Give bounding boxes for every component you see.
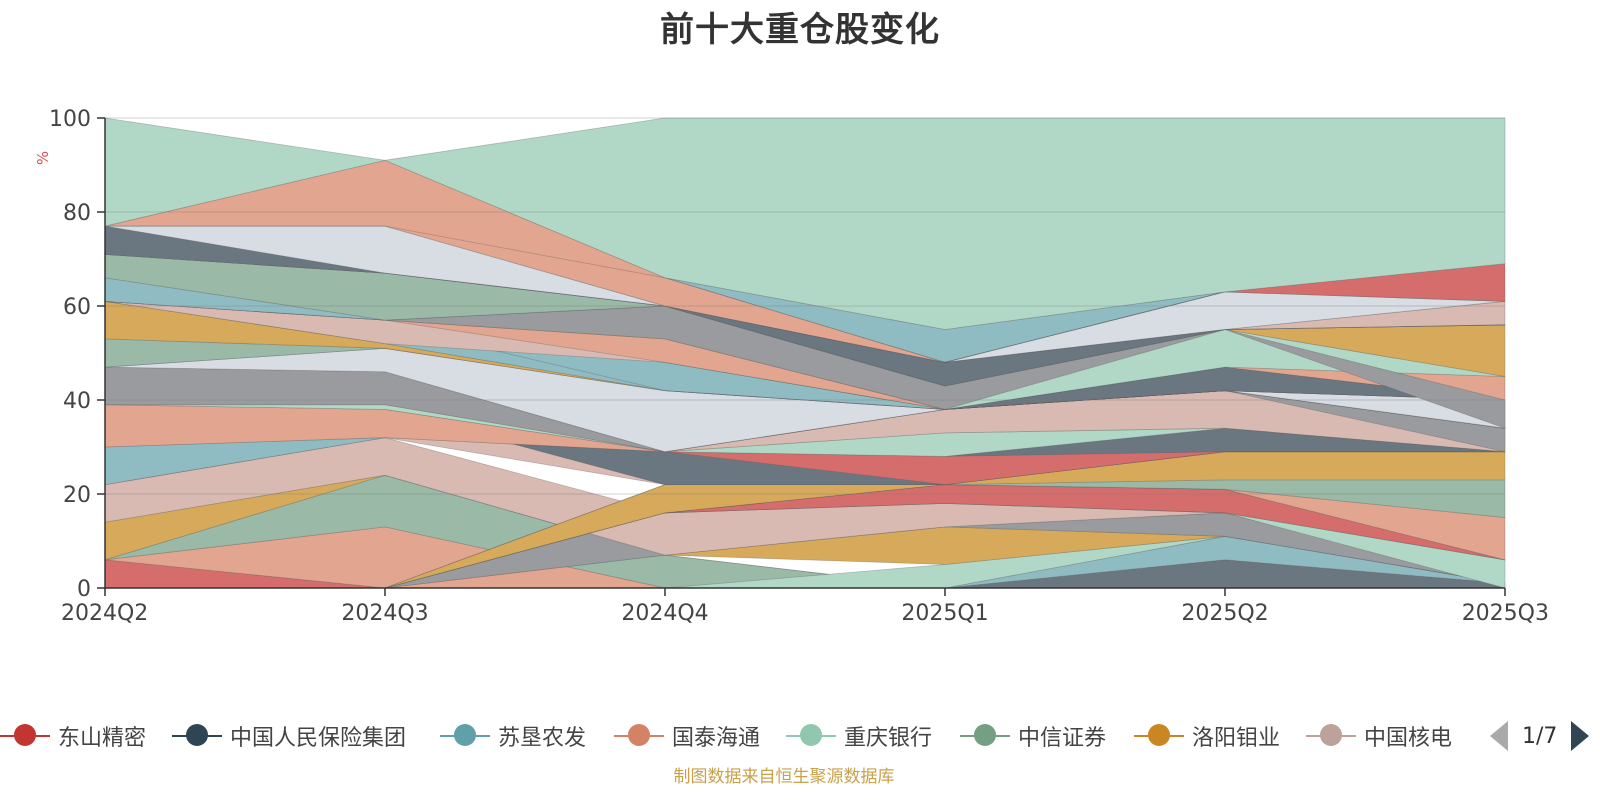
legend-next-page-icon[interactable] [1571,721,1590,751]
gridlines [105,117,1505,495]
y-tick-label: 100 [49,107,91,132]
legend-marker-icon [440,718,490,754]
legend-item[interactable]: 洛阳钼业 [1134,718,1280,754]
y-tick-label: 0 [77,577,91,602]
legend-item[interactable]: 重庆银行 [786,718,932,754]
area-bands [104,117,1506,589]
axes: 0 20 40 60 80 100 2024Q2 2024Q3 2024Q4 2025Q1 2025… [34,107,1549,626]
legend-item[interactable]: 国泰海通 [614,718,760,754]
legend-marker-icon [614,718,664,754]
x-tick-label: 2025Q1 [901,601,988,626]
legend: 东山精密 中国人民保险集团 苏垦农发 国泰海通 重庆银行 中信证券 洛阳钼业 中国核电 [0,718,1600,754]
legend-label: 重庆银行 [844,726,933,751]
area-band-49 [104,117,1506,330]
y-axis-label: % [34,151,52,165]
legend-label: 洛阳钼业 [1192,726,1281,751]
legend-pager: 1/7 [1490,718,1590,754]
legend-item[interactable]: 苏垦农发 [440,718,586,754]
legend-marker-icon [1134,718,1184,754]
legend-item[interactable]: 中国核电 [1306,718,1470,754]
y-tick-label: 60 [63,295,91,320]
legend-marker-icon [172,718,222,754]
area-band-48 [105,225,1506,363]
legend-label: 中国核电 [1364,726,1453,751]
area-band-25 [104,390,1506,453]
legend-label: 东山精密 [58,726,147,751]
legend-label: 中国人民保险集团 [230,726,407,751]
legend-item[interactable]: 中国人民保险集团 [172,718,406,754]
legend-label: 苏垦农发 [498,726,587,751]
area-band-39 [104,300,1506,429]
area-band-46 [104,225,1506,363]
legend-label: 中信证券 [1018,726,1107,751]
chart-title: 前十大重仓股变化 [660,10,940,50]
legend-marker-icon [786,718,836,754]
legend-marker-icon [0,718,50,754]
x-tick-label: 2025Q3 [1462,601,1549,626]
legend-prev-page-icon[interactable] [1490,721,1508,751]
x-tick-label: 2024Q3 [341,601,428,626]
data-source-note: 制图数据来自恒生聚源数据库 [673,767,895,787]
y-tick-label: 40 [63,389,91,414]
legend-item[interactable]: 东山精密 [0,718,146,754]
x-tick-label: 2025Q2 [1181,601,1268,626]
area-band-45 [104,225,1506,363]
legend-marker-icon [960,718,1010,754]
x-tick-label: 2024Q2 [61,601,148,626]
y-tick-label: 80 [63,201,91,226]
legend-label: 国泰海通 [672,726,761,751]
area-band-16 [105,451,1505,589]
y-tick-label: 20 [63,483,91,508]
legend-page-indicator: 1/7 [1522,723,1558,749]
legend-item[interactable]: 中信证券 [960,718,1106,754]
area-band-36 [104,300,1506,410]
x-tick-label: 2024Q4 [621,601,708,626]
legend-marker-icon [1306,718,1356,754]
